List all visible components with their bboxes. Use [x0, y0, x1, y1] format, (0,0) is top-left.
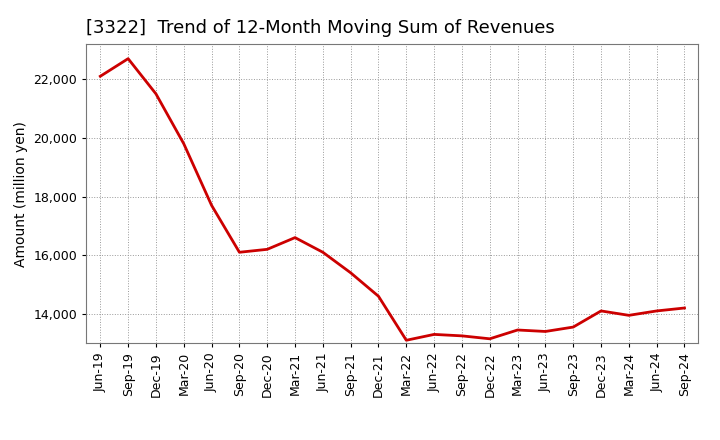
Y-axis label: Amount (million yen): Amount (million yen): [14, 121, 28, 267]
Text: [3322]  Trend of 12-Month Moving Sum of Revenues: [3322] Trend of 12-Month Moving Sum of R…: [86, 19, 555, 37]
